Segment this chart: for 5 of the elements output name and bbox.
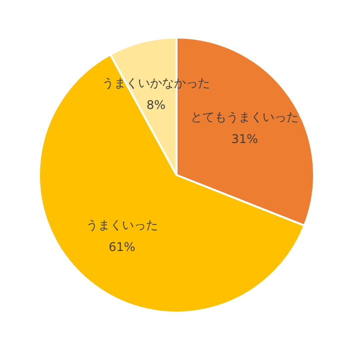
data-label: 31% <box>231 132 258 146</box>
data-label: 8% <box>146 98 166 112</box>
data-label: 61% <box>108 240 136 254</box>
slice-label: うまくいった <box>86 218 158 232</box>
slice-label: とてもうまくいった <box>190 110 299 124</box>
